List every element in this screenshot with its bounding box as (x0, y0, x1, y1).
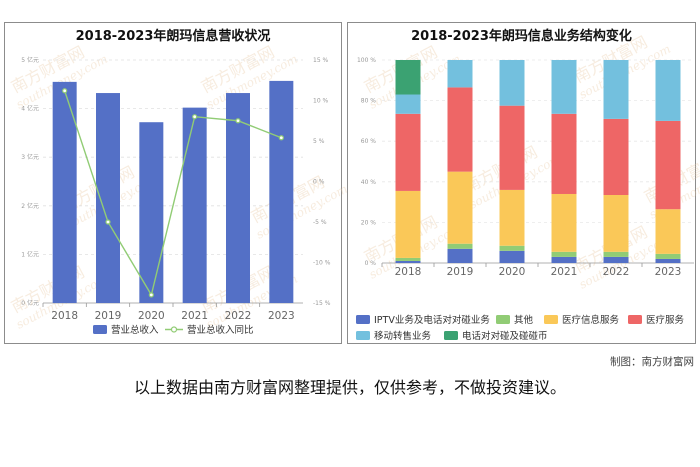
yoy-point (192, 114, 198, 120)
right-axis-tick-label: -5 % (313, 219, 327, 226)
left-axis-tick-label: 3 亿元 (21, 153, 39, 161)
right-axis-tick-label: 10 % (313, 98, 329, 105)
left-axis-tick-label: 5 亿元 (21, 56, 39, 64)
stacked-bar-segment (499, 60, 525, 106)
legend-label: 医疗信息服务 (562, 314, 620, 326)
right-axis-tick-label: 5 % (313, 138, 325, 145)
yoy-point (235, 118, 241, 124)
y-axis-tick-label: 60 % (361, 138, 377, 145)
stacked-bar-segment (603, 60, 629, 119)
legend-label: IPTV业务及电话对对碰业务 (374, 314, 490, 326)
left-axis-tick-label: 2 亿元 (21, 202, 39, 210)
x-axis-label: 2019 (447, 266, 474, 278)
stacked-bar-segment (395, 60, 421, 95)
x-axis-label: 2020 (499, 266, 526, 278)
legend-label: 移动转售业务 (374, 330, 432, 342)
structure-chart-panel: 2018-2023年朗玛信息业务结构变化 南方财富网southmoney.com… (347, 22, 700, 344)
stacked-bar-segment (447, 243, 473, 249)
y-axis-tick-label: 20 % (361, 219, 377, 226)
revenue-chart-panel: 2018-2023年朗玛信息营收状况 南方财富网 southmoney.com 南方… (4, 22, 350, 344)
stacked-bar-segment (499, 250, 525, 263)
structure-chart-svg: 南方财富网southmoney.com南方财富网southmoney.com南方… (356, 32, 700, 342)
yoy-point (62, 88, 68, 94)
stacked-bar-segment (655, 258, 681, 263)
stacked-bar-segment (603, 194, 629, 252)
stacked-bar-segment (603, 118, 629, 195)
yoy-point (148, 292, 154, 298)
stacked-bar-segment (551, 251, 577, 257)
left-axis-tick-label: 0 亿元 (21, 299, 39, 307)
stacked-bar-segment (447, 248, 473, 263)
legend-swatch (444, 331, 458, 340)
revenue-bar (226, 93, 250, 303)
y-axis-tick-label: 100 % (357, 57, 376, 64)
structure-chart-title: 2018-2023年朗玛信息业务结构变化 (411, 29, 632, 44)
stacked-bar-segment (395, 260, 421, 263)
y-axis-tick-label: 0 % (365, 260, 377, 267)
revenue-bar (52, 81, 77, 303)
yoy-line (64, 90, 282, 297)
stacked-bar-segment (395, 113, 421, 191)
right-axis-tick-label: -10 % (313, 260, 331, 267)
stacked-bar-segment (499, 189, 525, 246)
stacked-bar-segment (655, 209, 681, 254)
stacked-bar-segment (551, 193, 577, 252)
stacked-bar-segment (603, 256, 629, 263)
stacked-bar-segment (655, 60, 681, 121)
stacked-bar-segment (603, 251, 629, 257)
right-axis-tick-label: 15 % (313, 57, 329, 64)
x-axis-label: 2020 (138, 310, 165, 322)
stacked-bar-segment (551, 113, 577, 194)
revenue-bar (139, 122, 164, 303)
x-axis-label: 2023 (655, 266, 682, 278)
legend-revenue-swatch (93, 325, 107, 334)
stacked-bar-segment (447, 60, 473, 88)
right-axis-tick-label: -15 % (313, 300, 331, 307)
right-axis-tick-label: 0 % (313, 179, 325, 186)
revenue-chart-title: 2018-2023年朗玛信息营收状况 (75, 29, 271, 44)
stacked-bar-segment (655, 120, 681, 210)
x-axis-label: 2018 (395, 266, 422, 278)
stacked-bar-segment (395, 257, 421, 261)
left-axis-tick-label: 4 亿元 (21, 105, 39, 113)
left-axis-tick-label: 1 亿元 (21, 250, 39, 258)
stacked-bar-segment (447, 87, 473, 172)
y-axis-tick-label: 80 % (361, 98, 377, 105)
stacked-bar-segment (551, 60, 577, 114)
legend-swatch (496, 315, 510, 324)
legend-swatch (356, 315, 370, 324)
x-axis-label: 2021 (181, 310, 208, 322)
stacked-bar-segment (551, 256, 577, 263)
stacked-bar-segment (395, 190, 421, 258)
x-axis-label: 2022 (603, 266, 630, 278)
stacked-bar-segment (499, 245, 525, 251)
legend-swatch (356, 331, 370, 340)
legend-yoy-marker (170, 326, 178, 333)
stacked-bar-segment (655, 253, 681, 259)
legend-label: 电话对对碰及碰碰币 (462, 330, 548, 342)
legend-label: 医疗服务 (646, 314, 685, 326)
x-axis-label: 2018 (51, 310, 78, 322)
x-axis-label: 2022 (225, 310, 252, 322)
stacked-bar-segment (395, 94, 421, 114)
yoy-point (105, 219, 111, 225)
y-axis-tick-label: 40 % (361, 179, 377, 186)
legend-swatch (544, 315, 558, 324)
x-axis-label: 2021 (551, 266, 578, 278)
legend-yoy-label: 营业总收入同比 (187, 324, 254, 336)
legend-revenue-label: 营业总收入 (111, 324, 159, 336)
stacked-bar-segment (499, 105, 525, 190)
revenue-bar (182, 107, 207, 304)
stacked-bar-segment (447, 171, 473, 244)
legend-swatch (628, 315, 642, 324)
source-credit: 制图：南方财富网 (610, 356, 694, 368)
yoy-point (278, 135, 284, 141)
x-axis-label: 2019 (95, 310, 122, 322)
x-axis-label: 2023 (268, 310, 295, 322)
revenue-bar (269, 80, 294, 303)
revenue-chart-svg: 南方财富网southmoney.com南方财富网southmoney.com南方… (8, 42, 350, 336)
disclaimer-text: 以上数据由南方财富网整理提供，仅供参考，不做投资建议。 (133, 378, 566, 397)
legend-label: 其他 (514, 314, 534, 326)
